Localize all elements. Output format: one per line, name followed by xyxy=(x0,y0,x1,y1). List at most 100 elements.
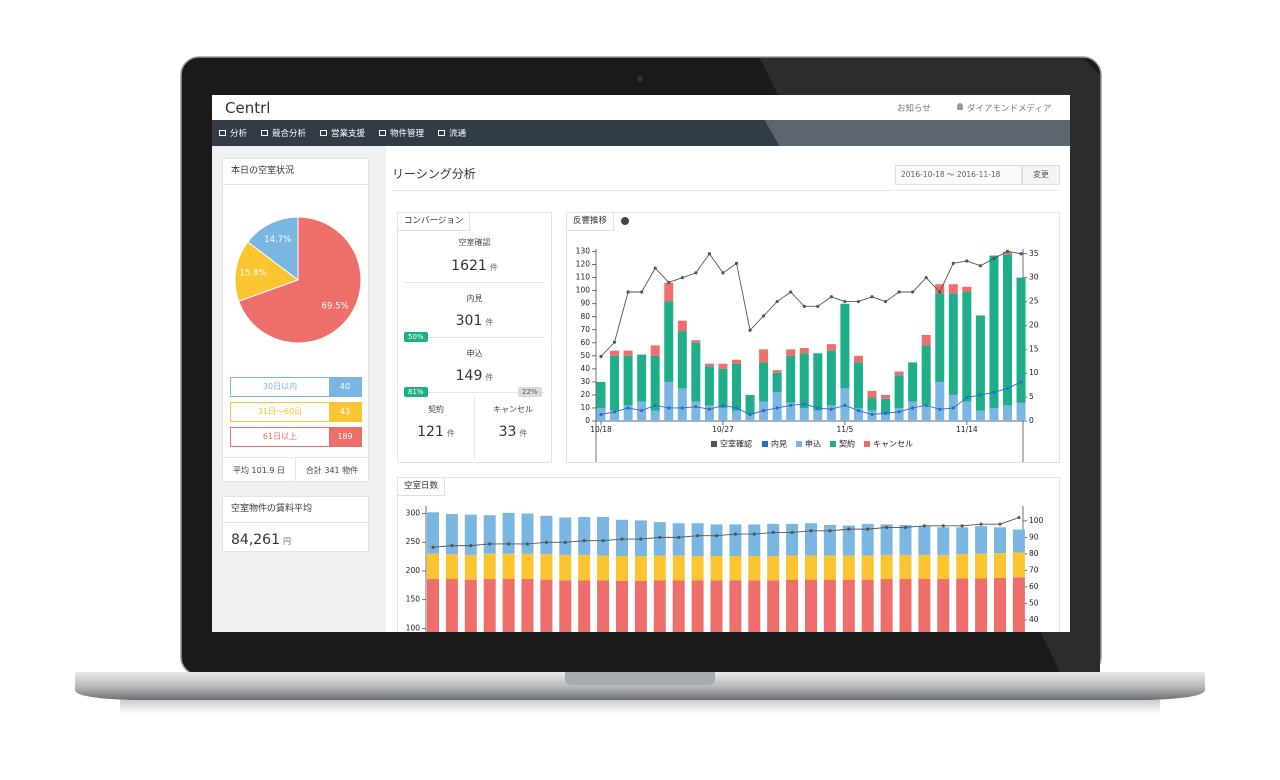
bar xyxy=(610,350,620,356)
bar xyxy=(767,580,780,632)
bar xyxy=(540,515,553,555)
user-link[interactable]: ダイアモンドメディア xyxy=(967,104,1052,114)
line-point xyxy=(599,354,603,359)
line-point xyxy=(733,532,737,536)
bar xyxy=(502,512,515,554)
bar xyxy=(677,320,687,332)
legend-swatch xyxy=(711,441,717,447)
line-point xyxy=(1005,386,1010,391)
bar xyxy=(826,405,836,421)
rate-badge: 22% xyxy=(518,387,542,397)
base xyxy=(75,672,1205,700)
nav-icon xyxy=(438,130,446,136)
line-point xyxy=(992,256,996,261)
bar xyxy=(1003,254,1012,406)
line-point xyxy=(856,299,861,304)
line-point xyxy=(992,390,996,394)
nav-label[interactable]: 競合分析 xyxy=(272,129,307,139)
line-point xyxy=(620,537,624,541)
info-icon[interactable] xyxy=(621,217,629,225)
line-point xyxy=(775,299,779,304)
shadow xyxy=(120,700,1160,714)
bar xyxy=(650,355,660,411)
unit: 件 xyxy=(519,429,528,438)
bar xyxy=(710,580,723,632)
bar xyxy=(823,579,836,632)
nav-item[interactable]: 物件管理 xyxy=(379,127,424,139)
bar xyxy=(759,349,769,363)
legend-label: 61日以上 xyxy=(262,432,298,441)
pie-label: 15.8% xyxy=(240,269,267,279)
bar xyxy=(994,553,1006,578)
nav-label[interactable]: 営業支援 xyxy=(331,129,366,139)
bar xyxy=(805,579,817,632)
count: 1621 xyxy=(451,258,487,274)
response-chart: 0 10 20 30 40 50 60 70 80 90 100 110 120 130 0 5 10 15 20 2… xyxy=(576,247,1039,462)
total: 合計 341 物件 xyxy=(305,466,359,475)
line-point xyxy=(775,406,779,410)
nav-icon xyxy=(219,130,226,136)
line-point xyxy=(762,314,766,318)
line-point xyxy=(809,529,813,533)
nav-label[interactable]: 分析 xyxy=(230,129,248,139)
line-point xyxy=(938,290,942,294)
line-point xyxy=(612,410,617,414)
user-icon xyxy=(957,103,963,110)
change-button[interactable]: 変更 xyxy=(1022,165,1060,185)
bar xyxy=(799,407,809,421)
panel-tab: 反響推移 xyxy=(567,213,615,231)
bar xyxy=(853,362,863,408)
bar xyxy=(899,554,912,580)
bar xyxy=(677,331,687,389)
button-label[interactable]: 変更 xyxy=(1033,170,1049,179)
bar xyxy=(899,579,912,632)
bar xyxy=(880,579,893,632)
bar xyxy=(894,375,904,408)
legend-row: 31日〜60日 43 xyxy=(230,402,362,422)
nav-item[interactable]: 流通 xyxy=(438,127,466,139)
bar xyxy=(767,523,780,557)
y-tick-label: 20 xyxy=(580,390,590,399)
nav-label[interactable]: 物件管理 xyxy=(390,129,425,139)
bar xyxy=(691,401,701,421)
nav: 分析 競合分析 営業支援 物件管理 流通 xyxy=(219,120,466,146)
bar xyxy=(623,355,633,406)
nav-item[interactable]: 営業支援 xyxy=(320,127,365,139)
line-point xyxy=(721,271,725,275)
y2-tick-label: 70 xyxy=(1029,565,1039,574)
main: リーシング分析 2016-10-18 〜 2016-11-18 変更 コンバージ… xyxy=(386,146,1070,632)
bar xyxy=(799,353,809,408)
bar xyxy=(786,355,796,403)
y-tick-label: 200 xyxy=(406,566,421,575)
line-point xyxy=(843,299,847,304)
y-tick-label: 100 xyxy=(406,623,421,632)
bar xyxy=(729,556,742,581)
unit: 件 xyxy=(446,429,455,438)
notice-link[interactable]: お知らせ xyxy=(897,104,931,114)
rent-value: 84,261 円 xyxy=(231,529,291,548)
date-range[interactable]: 2016-10-18 〜 2016-11-18 xyxy=(895,165,1022,185)
bar xyxy=(861,555,874,580)
y-tick-label: 0 xyxy=(585,416,590,425)
line-point xyxy=(843,403,847,407)
bar xyxy=(1016,402,1026,421)
panel-title: 本日の空室状況 xyxy=(223,159,368,185)
bar xyxy=(813,353,823,411)
bar xyxy=(908,401,918,421)
nav-item[interactable]: 分析 xyxy=(219,127,247,139)
brand[interactable]: Centrl xyxy=(225,99,271,117)
bar xyxy=(975,315,985,411)
y2-tick-label: 100 xyxy=(1029,516,1044,525)
line-point xyxy=(450,544,454,548)
line-point xyxy=(885,525,889,530)
line-point xyxy=(1017,515,1021,520)
pie-label: 14.7% xyxy=(264,235,291,245)
bar xyxy=(664,282,674,302)
line-point xyxy=(802,304,806,308)
bar xyxy=(962,401,972,421)
nav-item[interactable]: 競合分析 xyxy=(261,127,306,139)
line-point xyxy=(922,524,927,528)
bar xyxy=(956,554,969,579)
y-tick-label: 50 xyxy=(580,351,590,360)
nav-label[interactable]: 流通 xyxy=(449,129,467,139)
